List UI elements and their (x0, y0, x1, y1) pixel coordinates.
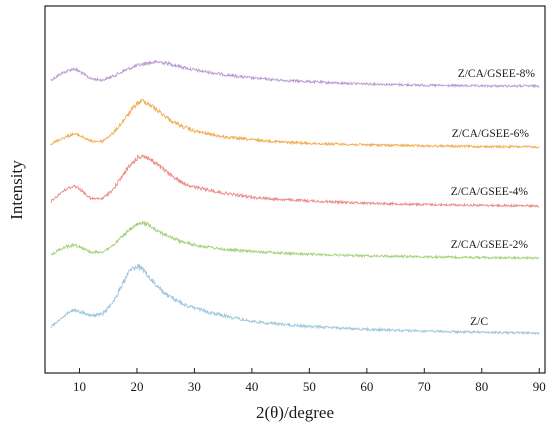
x-tick-label: 20 (130, 379, 143, 394)
plot-series (50, 59, 540, 335)
x-tick-label: 30 (188, 379, 201, 394)
plot-frame (44, 5, 546, 374)
series-line-4 (50, 220, 540, 261)
series-line-3 (50, 153, 540, 209)
x-tick-label: 80 (475, 379, 488, 394)
x-tick-label: 10 (73, 379, 86, 394)
series-label-3: Z/CA/GSEE-4% (451, 186, 529, 198)
series-label-2: Z/CA/GSEE-6% (452, 128, 530, 140)
series-label-1: Z/CA/GSEE-8% (458, 68, 536, 80)
x-tick-label: 40 (245, 379, 258, 394)
y-axis-label: Intensity (7, 160, 26, 220)
x-axis-label: 2(θ)/degree (256, 403, 334, 422)
x-tick-label: 50 (303, 379, 316, 394)
series-line-2 (50, 98, 540, 149)
x-tick-label: 60 (360, 379, 373, 394)
series-labels: Z/CA/GSEE-8% Z/CA/GSEE-6% Z/CA/GSEE-4% Z/CA… (451, 68, 536, 328)
x-tick-label: 70 (418, 379, 431, 394)
x-axis-ticks: 10 20 30 40 50 60 70 80 90 (73, 368, 546, 394)
series-line-1 (50, 59, 540, 89)
x-tick-label: 90 (533, 379, 546, 394)
series-label-5: Z/C (470, 316, 488, 328)
series-line-5 (50, 263, 540, 335)
series-label-4: Z/CA/GSEE-2% (451, 239, 529, 251)
